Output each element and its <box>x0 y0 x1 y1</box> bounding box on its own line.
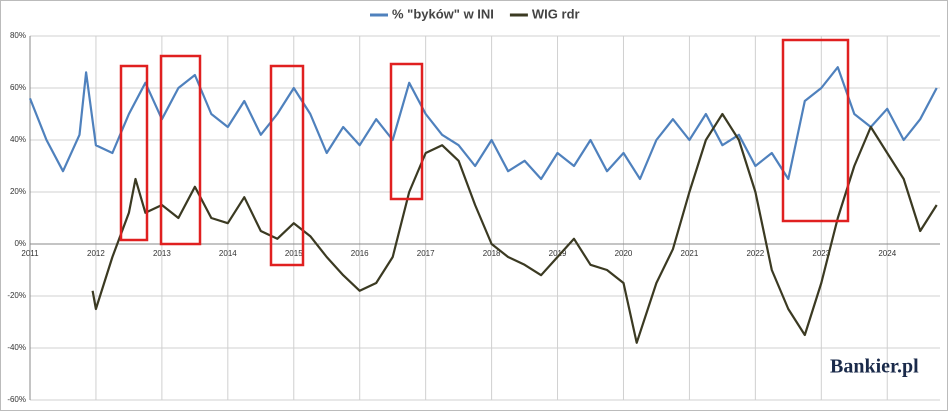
x-tick-label: 2021 <box>681 249 699 258</box>
highlight-boxes <box>119 38 850 267</box>
y-tick-label: 0% <box>14 239 26 248</box>
y-tick-label: 80% <box>10 31 26 40</box>
x-tick-label: 2012 <box>87 249 105 258</box>
highlight-box <box>269 64 305 267</box>
x-tick-label: 2017 <box>417 249 435 258</box>
y-tick-label: -60% <box>7 395 26 404</box>
x-tick-label: 2019 <box>549 249 567 258</box>
x-tick-label: 2013 <box>153 249 171 258</box>
x-tick-label: 2024 <box>878 249 896 258</box>
series-line <box>28 66 938 181</box>
x-tick-label: 2014 <box>219 249 237 258</box>
y-tick-label: 60% <box>10 83 26 92</box>
y-tick-label: -20% <box>7 291 26 300</box>
highlight-box <box>781 38 850 223</box>
x-tick-label: 2022 <box>746 249 764 258</box>
highlight-box <box>119 64 149 242</box>
legend-label: WIG rdr <box>532 6 580 21</box>
x-tick-label: 2023 <box>812 249 830 258</box>
x-tick-label: 2015 <box>285 249 303 258</box>
highlight-box <box>389 62 424 201</box>
x-tick-label: 2016 <box>351 249 369 258</box>
y-tick-label: 40% <box>10 135 26 144</box>
x-tick-label: 2020 <box>615 249 633 258</box>
y-tick-label: 20% <box>10 187 26 196</box>
series-line <box>91 112 938 344</box>
x-tick-label: 2018 <box>483 249 501 258</box>
logo: Bankier.pl <box>830 356 919 378</box>
highlight-box <box>159 54 202 246</box>
legend-label: % "byków" w INI <box>392 6 494 21</box>
y-tick-label: -40% <box>7 343 26 352</box>
